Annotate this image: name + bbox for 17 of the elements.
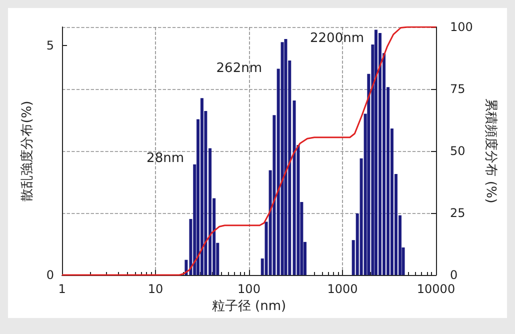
y-axis-title: 散乱強度分布(%)	[19, 100, 35, 202]
annotation: 28nm	[146, 151, 184, 166]
y2-tick-label: 0	[450, 268, 458, 282]
y2-axis-title: 累積頻度分布 (%)	[482, 98, 499, 204]
annotation: 2200nm	[310, 31, 364, 46]
x-tick-label: 100	[238, 282, 260, 296]
x-axis-title: 粒子径 (nm)	[212, 298, 286, 314]
x-tick-label: 10000	[416, 282, 456, 296]
annotation: 262nm	[216, 61, 262, 76]
y2-tick-label: 50	[450, 144, 466, 158]
y2-tick-label: 75	[450, 82, 466, 96]
y-tick-label: 5	[46, 38, 54, 52]
x-tick-label: 10	[148, 282, 164, 296]
x-tick-label: 1	[58, 282, 66, 296]
y2-tick-label: 25	[450, 206, 466, 220]
x-tick-label: 1000	[327, 282, 358, 296]
y2-tick-label: 100	[450, 20, 473, 34]
